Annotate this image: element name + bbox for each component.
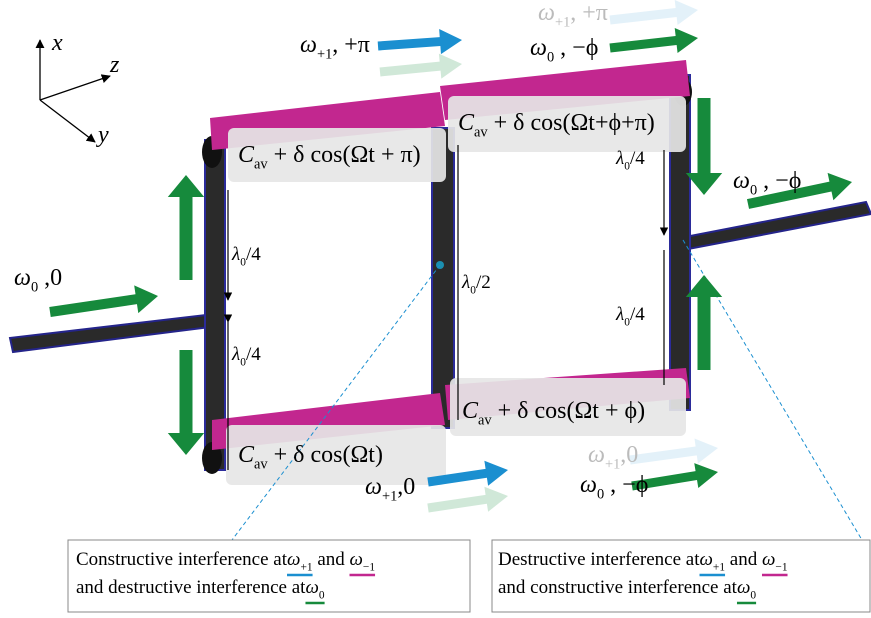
label-part: , −ϕ bbox=[757, 168, 801, 194]
wave-arrow bbox=[629, 438, 718, 464]
label-part: /4 bbox=[630, 304, 645, 325]
output-waveguide bbox=[680, 202, 871, 250]
math-label: ω+1,0 bbox=[588, 442, 638, 473]
wave-arrow bbox=[378, 29, 462, 54]
label-part: C bbox=[238, 442, 255, 468]
label-part: av bbox=[478, 413, 492, 429]
wave-arrow bbox=[609, 28, 698, 53]
label-part: , −ϕ bbox=[554, 35, 598, 61]
input-waveguide bbox=[10, 314, 218, 352]
label-part: ω bbox=[588, 442, 605, 468]
label-part: +1 bbox=[713, 561, 725, 573]
label-part: −1 bbox=[363, 561, 375, 573]
y-axis bbox=[40, 100, 95, 142]
label-part: C bbox=[238, 142, 255, 168]
label-part: ω bbox=[350, 549, 363, 570]
label-part: , +π bbox=[570, 0, 608, 26]
wave-arrow bbox=[686, 98, 722, 195]
math-label: Constructive interference atω+1 and ω−1 bbox=[76, 549, 375, 573]
label-part: ω bbox=[300, 32, 317, 58]
wave-arrow bbox=[609, 0, 698, 25]
label-part: λ bbox=[231, 244, 240, 265]
math-label: λ0/4 bbox=[231, 244, 261, 268]
label-part: /2 bbox=[476, 272, 491, 293]
label-part: 0 bbox=[319, 589, 325, 601]
label-part: ω bbox=[530, 35, 547, 61]
label-part: ω bbox=[737, 577, 750, 598]
math-label: ω+1, +π bbox=[300, 32, 370, 63]
wave-arrow bbox=[168, 350, 204, 455]
label-part: , −ϕ bbox=[604, 472, 648, 498]
label-part: +1 bbox=[555, 15, 570, 31]
wave-arrow bbox=[427, 487, 508, 513]
math-label: ω0 , −ϕ bbox=[530, 35, 598, 66]
math-label: λ0/4 bbox=[615, 148, 645, 172]
label-part: av bbox=[254, 457, 268, 473]
label-part: ω bbox=[305, 577, 318, 598]
math-label: ω0 ,0 bbox=[14, 265, 62, 296]
label-part: and constructive interference at bbox=[498, 577, 738, 598]
label-part: 0 bbox=[597, 487, 604, 503]
label-part: 0 bbox=[750, 589, 756, 601]
label-part: ω bbox=[538, 0, 555, 26]
z-axis bbox=[40, 76, 110, 100]
axis-label: y bbox=[96, 122, 109, 148]
math-label: λ0/4 bbox=[231, 344, 261, 368]
label-part: ω bbox=[580, 472, 597, 498]
wave-arrow bbox=[49, 285, 158, 317]
label-part: ω bbox=[733, 168, 750, 194]
label-part: Destructive interference at bbox=[498, 549, 700, 570]
label-part: + δ cos(Ωt+ϕ+π) bbox=[488, 110, 655, 136]
label-part: ω bbox=[365, 474, 382, 500]
axis-label: z bbox=[109, 52, 120, 78]
math-label: and constructive interference atω0 bbox=[498, 577, 756, 601]
wave-arrow bbox=[380, 54, 462, 79]
math-label: λ0/2 bbox=[461, 272, 491, 296]
wave-arrow bbox=[686, 275, 722, 370]
label-part: and bbox=[725, 549, 762, 570]
label-part: 0 bbox=[750, 183, 757, 199]
math-label: ω+1, +π bbox=[538, 0, 608, 31]
label-part: +1 bbox=[382, 489, 397, 505]
label-part: ω bbox=[287, 549, 300, 570]
math-label: λ0/4 bbox=[615, 304, 645, 328]
label-part: + δ cos(Ωt) bbox=[268, 442, 383, 468]
label-part: ,0 bbox=[397, 474, 415, 500]
label-part: λ bbox=[231, 344, 240, 365]
label-part: ω bbox=[762, 549, 775, 570]
wave-arrow bbox=[168, 175, 204, 280]
diagram: x z y Cav + δ cos(Ωt + π)Cav + δ co bbox=[0, 0, 871, 618]
label-part: +1 bbox=[605, 457, 620, 473]
label-part: + δ cos(Ωt + π) bbox=[268, 142, 421, 168]
label-part: C bbox=[462, 398, 479, 424]
math-label: Destructive interference atω+1 and ω−1 bbox=[498, 549, 788, 573]
label-part: +1 bbox=[317, 47, 332, 63]
label-part: /4 bbox=[246, 344, 261, 365]
label-part: av bbox=[254, 157, 268, 173]
label-part: av bbox=[474, 125, 488, 141]
label-part: 0 bbox=[547, 50, 554, 66]
label-part: λ bbox=[615, 148, 624, 169]
label-part: ,0 bbox=[620, 442, 638, 468]
label-part: and bbox=[313, 549, 350, 570]
math-label: and destructive interference atω0 bbox=[76, 577, 325, 601]
math-label: ω0 , −ϕ bbox=[580, 472, 648, 503]
label-part: ω bbox=[700, 549, 713, 570]
label-part: and destructive interference at bbox=[76, 577, 306, 598]
label-part: +1 bbox=[300, 561, 312, 573]
label-part: −1 bbox=[775, 561, 787, 573]
label-part: /4 bbox=[246, 244, 261, 265]
label-part: 0 bbox=[31, 280, 38, 296]
label-part: λ bbox=[615, 304, 624, 325]
label-part: ,0 bbox=[38, 265, 62, 291]
label-part: C bbox=[458, 110, 475, 136]
label-part: λ bbox=[461, 272, 470, 293]
label-part: , +π bbox=[332, 32, 370, 58]
axis-label: x bbox=[51, 30, 63, 56]
label-part: ω bbox=[14, 265, 31, 291]
label-part: Constructive interference at bbox=[76, 549, 288, 570]
label-part: /4 bbox=[630, 148, 645, 169]
label-part: + δ cos(Ωt + ϕ) bbox=[492, 398, 646, 424]
